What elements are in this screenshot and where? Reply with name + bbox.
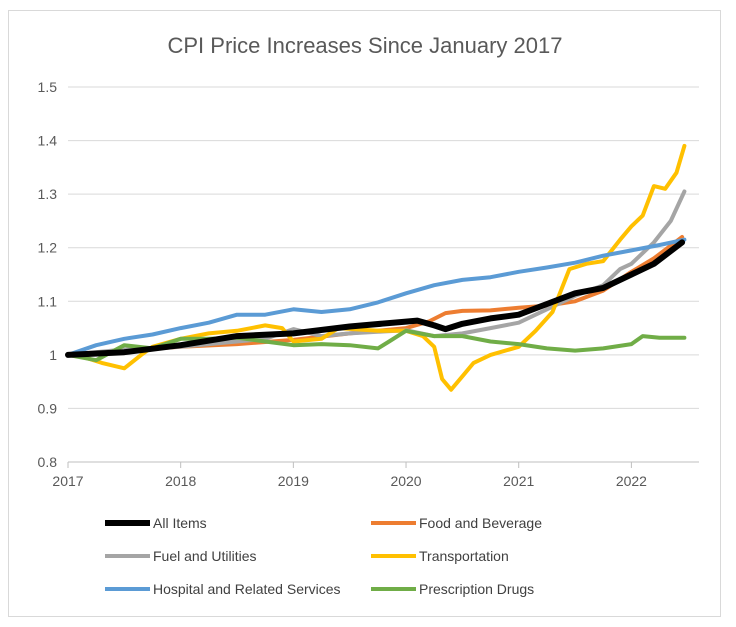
legend-label-prescription-drugs: Prescription Drugs (419, 581, 534, 597)
legend-label-food-and-beverage: Food and Beverage (419, 515, 542, 531)
series-lines (65, 143, 687, 392)
legend-label-transportation: Transportation (419, 548, 509, 564)
axes: 0.8 0.9 1 1.1 1.2 1.3 1.4 1.5 2017 2018 2019 2020 20… (38, 79, 699, 489)
gridlines (68, 86, 699, 463)
y-tick-label: 1.2 (38, 240, 58, 256)
y-tick-label: 1 (49, 347, 57, 363)
y-tick-label: 1.5 (38, 79, 58, 95)
x-tick-label: 2017 (52, 473, 83, 489)
line-chart: CPI Price Increases Since January 2017 0… (38, 33, 699, 597)
chart-title: CPI Price Increases Since January 2017 (168, 33, 563, 58)
series-line-prescription-drugs (66, 328, 687, 363)
series-line-hospital-and-related-services (66, 237, 687, 357)
x-tick-label: 2021 (503, 473, 534, 489)
series-line-food-and-beverage (66, 235, 685, 357)
x-tick-label: 2022 (616, 473, 647, 489)
legend-label-all-items: All Items (153, 515, 207, 531)
series-line-all-items (65, 239, 686, 358)
y-tick-label: 0.8 (38, 454, 58, 470)
y-tick-label: 1.3 (38, 186, 58, 202)
chart-frame: CPI Price Increases Since January 2017 0… (8, 10, 721, 617)
legend-label-hospital-and-related-services: Hospital and Related Services (153, 581, 341, 597)
x-tick-label: 2020 (390, 473, 421, 489)
legend-label-fuel-and-utilities: Fuel and Utilities (153, 548, 257, 564)
y-tick-label: 1.1 (38, 293, 58, 309)
x-tick-label: 2018 (165, 473, 196, 489)
x-tick-label: 2019 (278, 473, 309, 489)
series-line-transportation (66, 143, 687, 392)
y-tick-label: 1.4 (38, 133, 58, 149)
y-tick-label: 0.9 (38, 400, 58, 416)
legend: All Items Food and Beverage Fuel and Utili… (105, 515, 542, 597)
